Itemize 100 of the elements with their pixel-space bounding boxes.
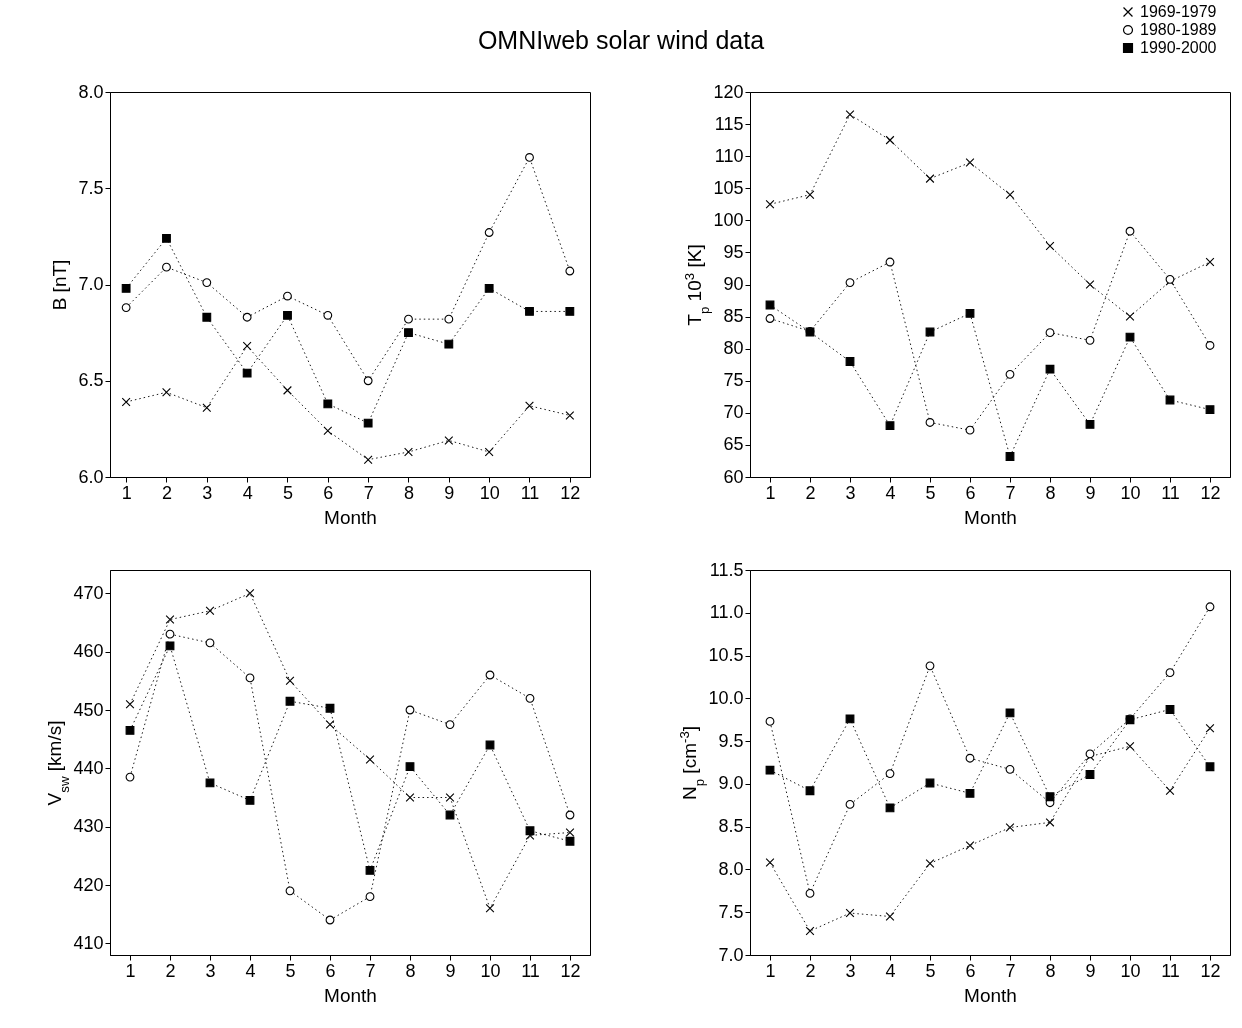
point [485, 670, 495, 680]
point [1045, 328, 1055, 338]
point [1165, 395, 1175, 405]
point [925, 418, 935, 427]
point [245, 673, 255, 683]
point [1085, 419, 1095, 429]
point [1125, 226, 1135, 236]
y-tick-label: 470 [73, 582, 104, 603]
point [885, 135, 895, 145]
point [325, 720, 335, 730]
point [845, 800, 855, 809]
point [484, 283, 494, 293]
x-tick-label: 5 [925, 960, 936, 981]
point [1005, 823, 1015, 832]
y-tick-label: 10.0 [708, 687, 744, 708]
y-tick-label: 410 [73, 932, 104, 953]
x-tick-label: 12 [1200, 960, 1221, 981]
point [965, 425, 975, 435]
point [325, 915, 335, 925]
point [323, 310, 333, 320]
x-tick-label: 7 [363, 482, 374, 503]
point [245, 795, 255, 805]
point [525, 153, 534, 162]
x-axis-title: Month [964, 984, 1017, 1006]
point [765, 765, 775, 775]
point [1085, 770, 1095, 779]
point [765, 858, 775, 868]
y-tick-label: 11.5 [709, 559, 744, 580]
x-tick-label: 10 [1120, 960, 1141, 981]
x-tick-label: 12 [560, 482, 581, 503]
x-tick-label: 11 [521, 960, 540, 981]
point [1005, 764, 1015, 774]
point [845, 357, 855, 366]
y-tick-label: 95 [723, 241, 744, 262]
point [202, 278, 212, 287]
point [805, 926, 815, 936]
y-tick-label: 7.0 [718, 944, 744, 965]
x-tick-label: 1 [121, 482, 132, 503]
point [965, 841, 975, 850]
point [121, 283, 131, 293]
y-tick-label: 115 [714, 113, 744, 134]
x-tick-label: 11 [1161, 482, 1180, 503]
point [1045, 792, 1055, 802]
y-tick-label: 10.5 [708, 645, 744, 666]
x-tick-label: 10 [1120, 482, 1141, 503]
point [404, 447, 413, 457]
point [565, 410, 575, 420]
x-tick-label: 1 [765, 960, 776, 981]
point [1005, 369, 1015, 379]
x-tick-label: 5 [282, 482, 293, 503]
x-tick-label: 2 [161, 482, 172, 503]
point [1205, 723, 1215, 733]
point [965, 788, 975, 798]
point [323, 426, 333, 436]
point [925, 859, 935, 868]
y-tick-label: 9.5 [718, 730, 744, 751]
point [1005, 190, 1015, 200]
x-tick-label: 8 [1045, 482, 1056, 503]
y-tick-label: 110 [714, 145, 744, 166]
point [202, 312, 212, 322]
point [565, 307, 575, 316]
y-tick-label: 7.0 [78, 274, 104, 294]
y-tick-label: 420 [73, 874, 104, 895]
point [205, 638, 215, 648]
x-tick-label: 9 [444, 482, 455, 503]
point [1045, 241, 1055, 251]
point [525, 826, 535, 836]
y-tick-label: 85 [723, 306, 744, 327]
y-tick-label: 100 [713, 209, 744, 230]
y-tick-label: 9.0 [718, 773, 744, 794]
point [845, 110, 855, 119]
point [162, 233, 171, 243]
point [1045, 364, 1055, 374]
point [365, 755, 375, 765]
point [1205, 405, 1215, 415]
y-tick-label: 70 [723, 402, 744, 423]
x-axis-title: Month [964, 506, 1017, 528]
point [1165, 786, 1175, 796]
x-tick-label: 11 [1161, 960, 1180, 981]
point [1205, 257, 1215, 267]
x-tick-label: 1 [765, 482, 776, 503]
point [202, 403, 212, 413]
x-tick-label: 12 [1200, 482, 1221, 503]
point [805, 190, 815, 200]
x-tick-label: 2 [805, 960, 816, 981]
y-tick-label: 460 [73, 641, 104, 662]
point [565, 828, 575, 837]
point [121, 397, 131, 407]
x-tick-label: 8 [405, 960, 416, 981]
point [125, 725, 135, 735]
x-tick-label: 4 [242, 482, 253, 503]
point [765, 199, 775, 209]
point [245, 588, 255, 598]
point [405, 762, 415, 772]
point [363, 376, 373, 386]
y-axis-title: B [nT] [49, 259, 71, 311]
x-tick-label: 9 [1085, 482, 1096, 503]
y-tick-label: 75 [723, 370, 744, 391]
x-tick-label: 9 [445, 960, 456, 981]
point [1125, 312, 1135, 322]
